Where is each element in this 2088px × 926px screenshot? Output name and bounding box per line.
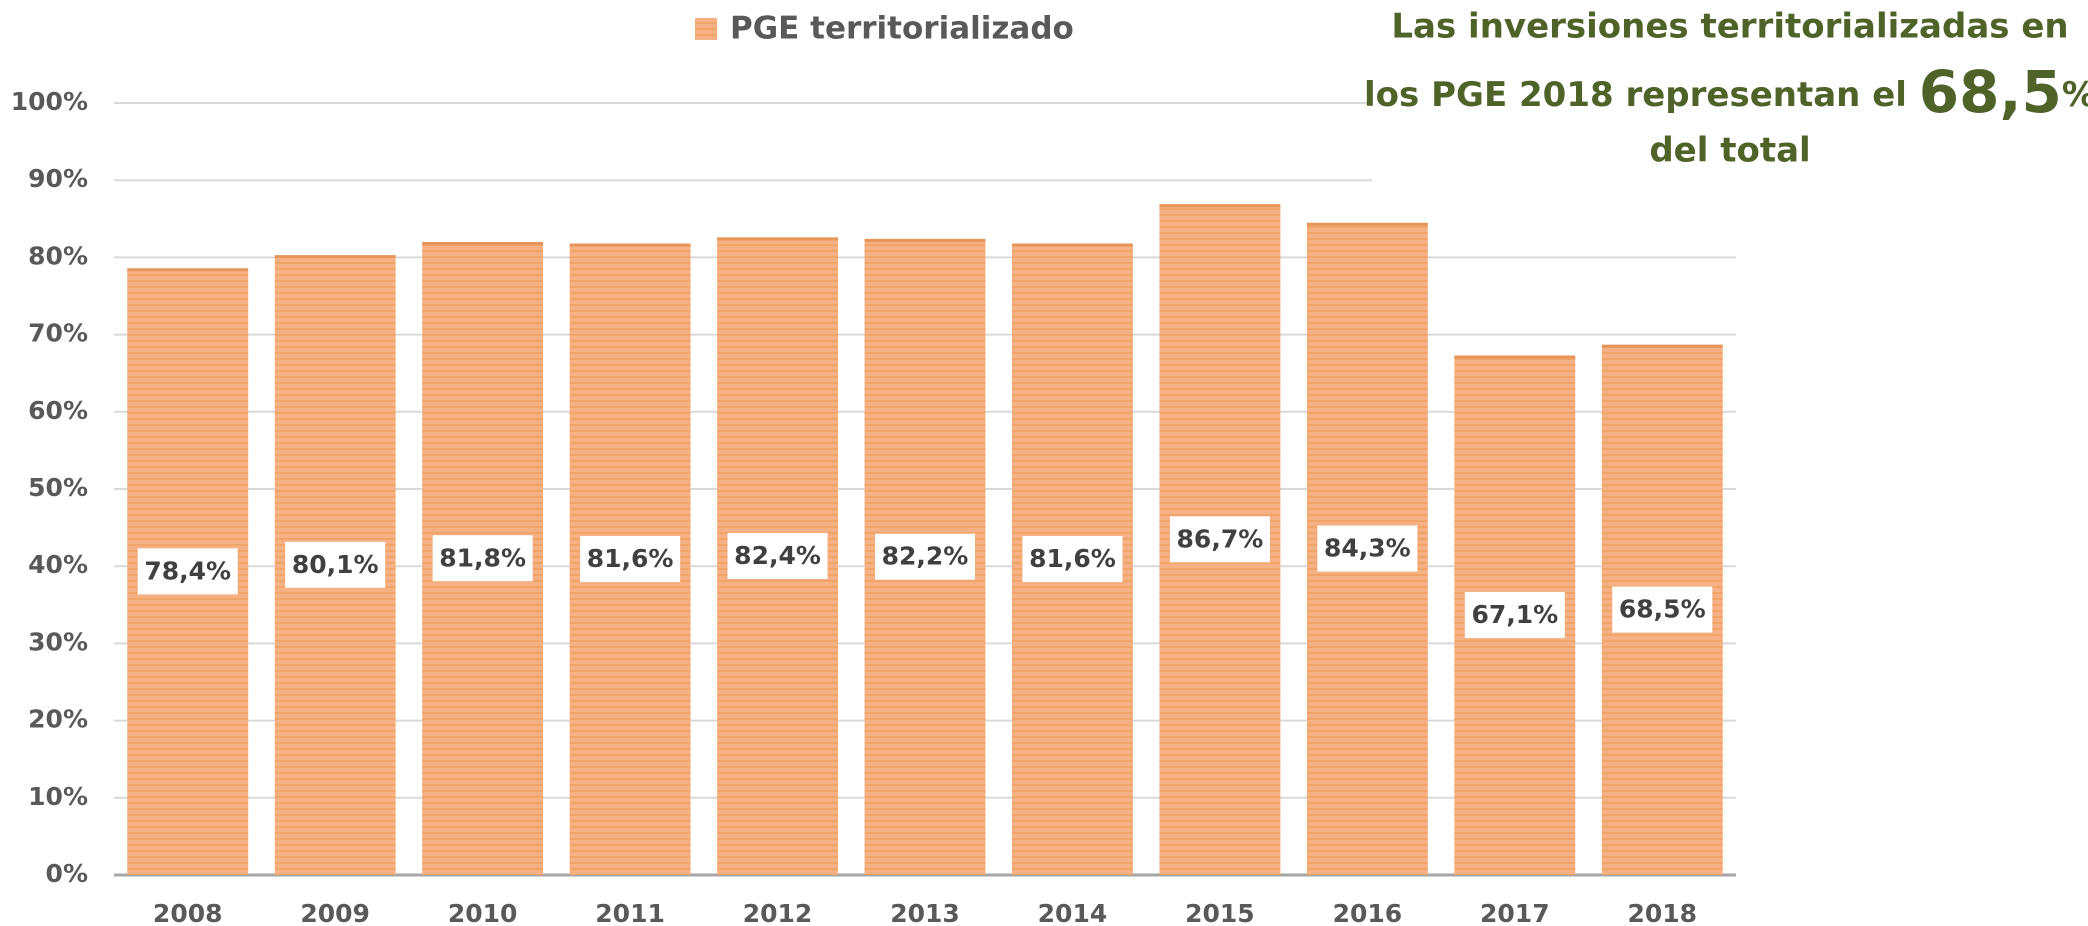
- value-label: 82,2%: [882, 542, 969, 571]
- annotation-line: del total: [1649, 131, 1810, 171]
- value-label-bg: [727, 532, 828, 579]
- annotation-line: Las inversiones territorializadas en: [1391, 7, 2068, 47]
- value-label-bg: [1022, 536, 1123, 583]
- y-tick-label: 0%: [46, 859, 88, 888]
- value-label: 81,6%: [1029, 544, 1116, 573]
- y-tick-label: 40%: [28, 550, 88, 579]
- value-label-bg: [1464, 591, 1565, 638]
- y-tick-label: 50%: [28, 473, 88, 502]
- value-label: 80,1%: [292, 550, 379, 579]
- value-label: 81,8%: [439, 543, 526, 572]
- x-tick-label: 2008: [153, 899, 223, 926]
- x-tick-label: 2010: [448, 899, 518, 926]
- bars: 78,4% 80,1% 81,8% 81,6% 82,4% 82,2% 81,6% 86,7%…: [127, 204, 1723, 876]
- value-label: 68,5%: [1619, 595, 1706, 624]
- value-label-bg: [285, 541, 386, 588]
- annotation-bg: [1372, 0, 2088, 190]
- y-tick-label: 80%: [28, 241, 88, 270]
- legend-swatch: [695, 18, 717, 40]
- x-tick-label: 2017: [1480, 899, 1550, 926]
- annotation-line: los PGE 2018 representan el 68,5%: [1364, 58, 2088, 126]
- y-tick-label: 30%: [28, 627, 88, 656]
- value-label-bg: [580, 536, 681, 583]
- x-tick-label: 2013: [890, 899, 960, 926]
- y-tick-label: 100%: [11, 87, 88, 116]
- value-label: 81,6%: [587, 544, 674, 573]
- y-tick-label: 60%: [28, 396, 88, 425]
- x-tick-label: 2015: [1185, 899, 1255, 926]
- value-label-bg: [1317, 525, 1418, 572]
- x-tick-label: 2009: [300, 899, 370, 926]
- value-label: 86,7%: [1177, 524, 1264, 553]
- value-label-bg: [875, 533, 975, 580]
- x-tick-label: 2018: [1627, 899, 1697, 926]
- y-tick-label: 90%: [28, 164, 88, 193]
- y-tick-label: 10%: [28, 782, 88, 811]
- value-label: 67,1%: [1471, 600, 1558, 629]
- value-label: 84,3%: [1324, 534, 1411, 563]
- value-label-bg: [432, 535, 533, 582]
- value-label-bg: [1612, 586, 1713, 633]
- value-label: 78,4%: [144, 556, 231, 585]
- legend-label: PGE territorializado: [730, 11, 1074, 47]
- x-tick-label: 2014: [1038, 899, 1108, 926]
- x-tick-label: 2011: [595, 899, 665, 926]
- y-tick-label: 20%: [28, 705, 88, 734]
- y-tick-label: 70%: [28, 319, 88, 348]
- annotation-unit: %: [2062, 75, 2088, 115]
- x-tick-label: 2012: [743, 899, 813, 926]
- annotation-text: los PGE 2018 representan el: [1364, 75, 1919, 115]
- value-label: 82,4%: [734, 541, 821, 570]
- x-tick-label: 2016: [1333, 899, 1403, 926]
- value-label-bg: [137, 548, 238, 595]
- annotation-number: 68,5: [1919, 58, 2062, 126]
- value-label-bg: [1169, 516, 1270, 563]
